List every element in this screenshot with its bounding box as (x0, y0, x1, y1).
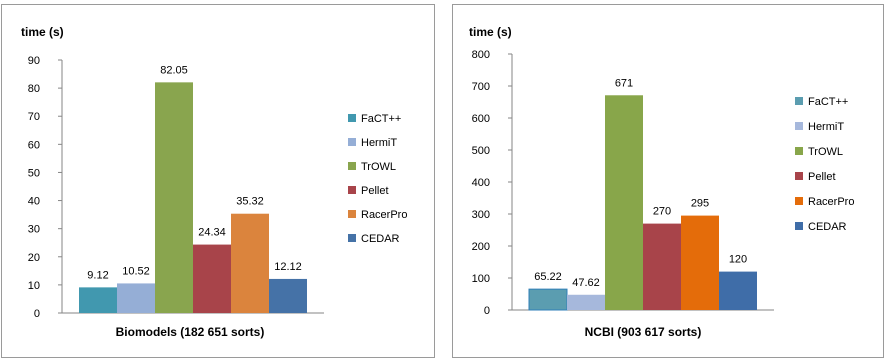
y-tick-label: 500 (472, 145, 490, 157)
y-tick-label: 20 (28, 252, 40, 264)
bars (79, 82, 307, 314)
y-tick-label: 800 (472, 49, 490, 61)
legend-swatch (348, 186, 356, 194)
legend-swatch (795, 172, 803, 180)
data-label: 9.12 (87, 269, 108, 281)
legend: FaCT++ HermiT TrOWL Pellet RacerPro CEDAR (348, 113, 407, 245)
data-labels: 9.12 10.52 82.05 24.34 35.32 12.12 (87, 64, 301, 281)
data-label: 82.05 (160, 64, 188, 76)
y-tick-label: 30 (28, 224, 40, 236)
legend-swatch (348, 210, 356, 218)
y-tick-label: 60 (28, 139, 40, 151)
legend-label: FaCT++ (808, 96, 848, 108)
y-unit-label: time (s) (21, 25, 64, 39)
y-tick-label: 300 (472, 209, 490, 221)
legend-swatch (348, 234, 356, 242)
bar-pellet (643, 223, 681, 310)
legend-label: RacerPro (808, 196, 854, 208)
x-axis-label: NCBI (903 617 sorts) (585, 325, 702, 339)
chart-panel-ncbi: time (s) 0 100 200 300 400 500 600 700 800 65.22… (452, 4, 884, 358)
data-label: 35.32 (236, 196, 264, 208)
legend-swatch (348, 162, 356, 170)
legend-label: RacerPro (361, 209, 407, 221)
legend-swatch (795, 197, 803, 205)
y-tick-label: 600 (472, 113, 490, 125)
x-axis-label: Biomodels (182 651 sorts) (116, 325, 265, 339)
legend-label: Pellet (808, 171, 836, 183)
bar-trowl (605, 95, 643, 310)
legend-swatch (795, 222, 803, 230)
data-label: 10.52 (122, 265, 150, 277)
bar-cedar (269, 278, 307, 313)
legend-swatch (795, 122, 803, 130)
y-tick-label: 400 (472, 177, 490, 189)
legend-label: HermiT (361, 137, 397, 149)
data-label: 295 (691, 198, 709, 210)
data-labels: 65.22 47.62 671 270 295 120 (534, 77, 747, 288)
data-label: 24.34 (198, 227, 226, 239)
bar-racerpro (681, 215, 719, 310)
y-unit-label: time (s) (469, 25, 512, 39)
legend-label: Pellet (361, 185, 389, 197)
y-tick-label: 700 (472, 81, 490, 93)
y-tick-label: 10 (28, 280, 40, 292)
data-label: 12.12 (274, 261, 302, 273)
y-tick-label: 100 (472, 273, 490, 285)
legend-swatch (795, 97, 803, 105)
bar-trowl (155, 82, 193, 314)
y-tick-label: 200 (472, 241, 490, 253)
y-tick-label: 70 (28, 111, 40, 123)
y-tick-label: 50 (28, 167, 40, 179)
legend-label: FaCT++ (361, 113, 401, 125)
legend-label: HermiT (808, 121, 844, 133)
bar-hermit (567, 294, 605, 310)
bar-racerpro (231, 213, 269, 313)
bar-fact- (528, 288, 568, 311)
y-tick-label: 40 (28, 196, 40, 208)
legend-label: CEDAR (361, 233, 400, 245)
bar-hermit (117, 283, 155, 313)
data-label: 671 (615, 77, 633, 89)
data-label: 120 (729, 254, 747, 266)
bar-pellet (193, 244, 231, 313)
legend-label: CEDAR (808, 221, 847, 233)
y-tick-label: 0 (484, 305, 490, 317)
y-tick-label: 0 (34, 308, 40, 320)
y-tick-label: 90 (28, 55, 40, 67)
legend-label: TrOWL (808, 146, 843, 158)
bars (528, 95, 757, 311)
chart-panel-biomodels: time (s) 0 10 20 30 40 50 60 70 80 90 9.12 10.52 82… (1, 4, 435, 358)
legend-label: TrOWL (361, 161, 396, 173)
data-label: 270 (653, 206, 671, 218)
data-label: 65.22 (534, 271, 562, 283)
legend-swatch (348, 138, 356, 146)
bar-fact- (79, 287, 117, 313)
y-tick-label: 80 (28, 83, 40, 95)
bar-cedar (719, 271, 757, 310)
legend-swatch (795, 147, 803, 155)
data-label: 47.62 (572, 277, 600, 289)
legend: FaCT++ HermiT TrOWL Pellet RacerPro CEDAR (795, 96, 854, 233)
legend-swatch (348, 114, 356, 122)
